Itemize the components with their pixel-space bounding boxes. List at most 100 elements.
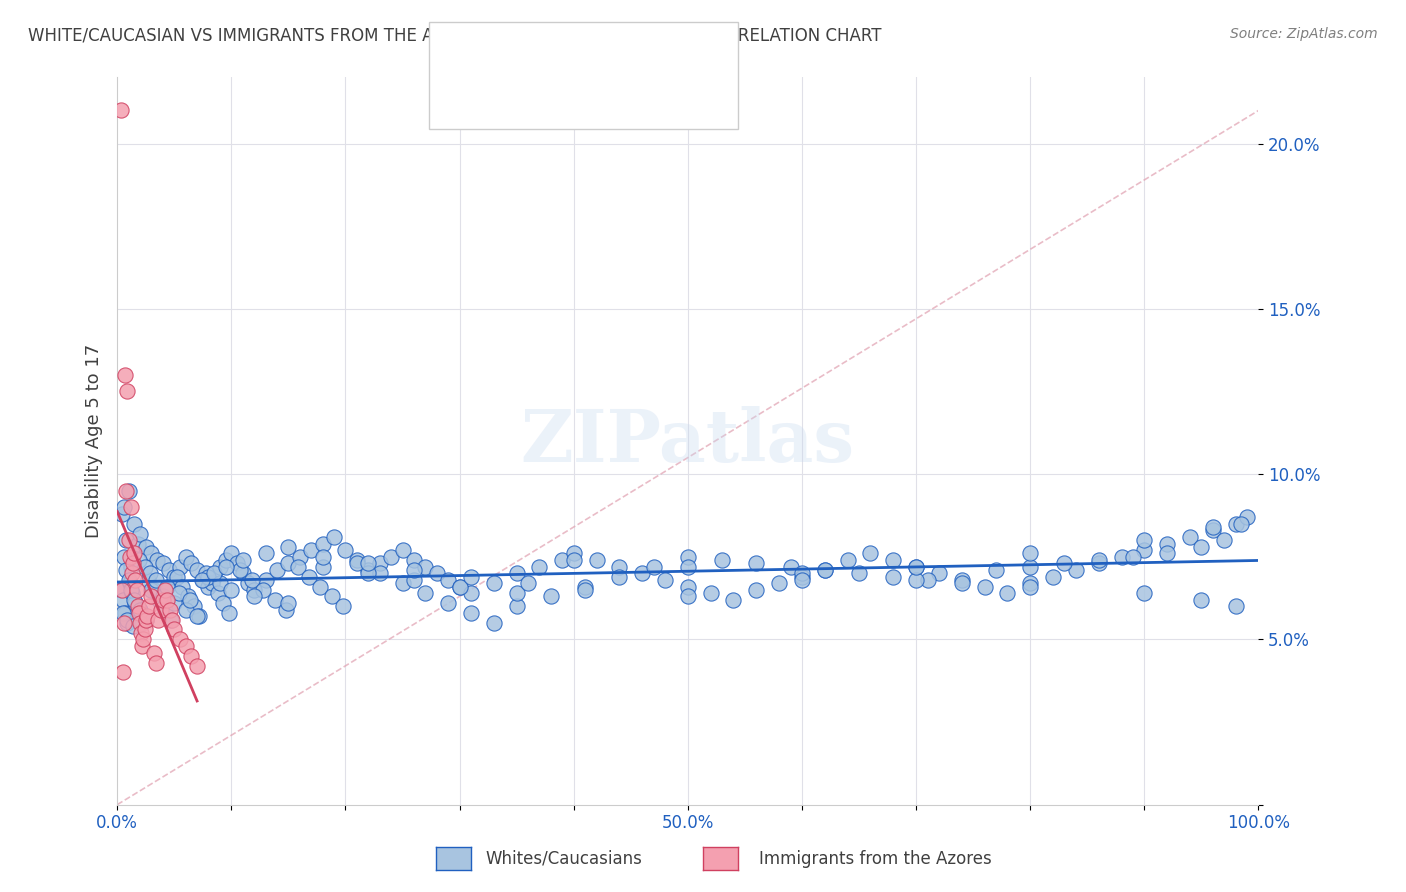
Point <box>814 563 837 577</box>
Point <box>129 615 152 630</box>
Point <box>232 566 254 581</box>
Point <box>676 549 699 564</box>
Point <box>146 553 169 567</box>
Point <box>1202 524 1225 538</box>
Point <box>138 599 160 614</box>
Point <box>134 559 156 574</box>
Point <box>252 582 274 597</box>
Point <box>745 557 768 571</box>
Point <box>131 615 153 630</box>
Point <box>124 516 146 531</box>
Point <box>218 606 240 620</box>
Point <box>124 592 146 607</box>
Point <box>120 582 142 597</box>
Point <box>723 592 745 607</box>
Point <box>335 543 357 558</box>
Point <box>131 639 153 653</box>
Point <box>460 569 482 583</box>
Point <box>112 615 135 630</box>
Point <box>141 546 163 560</box>
Point <box>111 582 134 597</box>
Point <box>449 580 471 594</box>
Point <box>114 606 136 620</box>
Point <box>263 592 285 607</box>
Point <box>882 553 904 567</box>
Point <box>120 500 142 515</box>
Point <box>115 533 138 548</box>
Point <box>1156 536 1178 550</box>
Point <box>449 580 471 594</box>
Point <box>254 573 277 587</box>
Point <box>332 599 354 614</box>
Point <box>1202 520 1225 534</box>
Text: 0.127: 0.127 <box>530 89 589 107</box>
Point <box>152 592 174 607</box>
Point <box>166 569 188 583</box>
Point <box>505 599 527 614</box>
Point <box>790 569 813 583</box>
Point <box>357 557 380 571</box>
Point <box>1156 546 1178 560</box>
Point <box>129 625 152 640</box>
Point <box>676 559 699 574</box>
Text: ZIPatlas: ZIPatlas <box>520 406 855 476</box>
Point <box>152 557 174 571</box>
Point <box>121 566 143 581</box>
Point <box>112 549 135 564</box>
Point <box>540 590 562 604</box>
Point <box>129 526 152 541</box>
Point <box>609 569 631 583</box>
Point <box>574 580 596 594</box>
Point <box>111 665 134 680</box>
Point <box>311 559 333 574</box>
Point <box>208 559 231 574</box>
Point <box>676 590 699 604</box>
Point <box>1225 516 1247 531</box>
Point <box>562 553 585 567</box>
Point <box>950 576 973 591</box>
Y-axis label: Disability Age 5 to 17: Disability Age 5 to 17 <box>86 344 103 538</box>
Point <box>287 559 309 574</box>
Point <box>529 559 551 574</box>
Point <box>277 596 299 610</box>
Point <box>153 602 176 616</box>
Point <box>142 646 165 660</box>
Point <box>814 563 837 577</box>
Point <box>127 599 149 614</box>
Point <box>201 576 224 591</box>
Text: 0.039: 0.039 <box>530 45 589 62</box>
Point <box>460 606 482 620</box>
Point <box>643 559 665 574</box>
Point <box>174 602 197 616</box>
Point <box>790 573 813 587</box>
Point <box>482 615 505 630</box>
Point <box>177 590 200 604</box>
Point <box>311 536 333 550</box>
Point <box>240 573 263 587</box>
Point <box>121 586 143 600</box>
Point <box>574 582 596 597</box>
Point <box>111 606 134 620</box>
Point <box>928 566 950 581</box>
Point <box>195 566 218 581</box>
Point <box>1122 549 1144 564</box>
Point <box>609 559 631 574</box>
Point <box>402 563 425 577</box>
Point <box>402 573 425 587</box>
Point <box>1133 533 1156 548</box>
Point <box>1230 516 1253 531</box>
Point <box>415 586 437 600</box>
Point <box>145 573 167 587</box>
Point <box>115 483 138 498</box>
Point <box>186 563 208 577</box>
Text: Whites/Caucasians: Whites/Caucasians <box>485 850 643 868</box>
Point <box>1133 586 1156 600</box>
Point <box>699 586 721 600</box>
Point <box>153 582 176 597</box>
Point <box>208 576 231 591</box>
Point <box>882 569 904 583</box>
Point <box>357 563 380 577</box>
Point <box>309 580 332 594</box>
Point <box>779 559 801 574</box>
Point <box>115 563 138 577</box>
